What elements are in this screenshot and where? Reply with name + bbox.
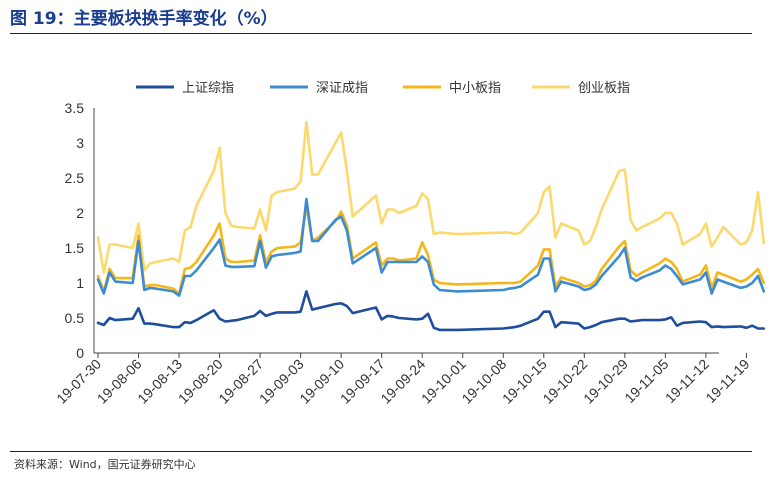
x-axis: 19-07-3019-08-0619-08-1319-08-2019-08-27… <box>53 352 753 407</box>
x-tick-label: 19-11-12 <box>662 356 712 406</box>
turnover-line-chart: 上证综指 深证成指 中小板指 创业板指 0 0.5 1 1.5 2 2.5 3 3.5 19-07-… <box>53 81 766 407</box>
x-tick-label: 19-10-29 <box>580 356 631 407</box>
y-tick-label: 3.5 <box>65 100 85 116</box>
series-line <box>96 120 766 274</box>
y-tick-label: 0.5 <box>65 310 85 326</box>
legend-label: 上证综指 <box>182 81 234 96</box>
chart-legend: 上证综指 深证成指 中小板指 创业板指 <box>136 81 630 96</box>
bottom-divider <box>10 451 752 452</box>
chart-title: 图 19：主要板块换手率变化（%） <box>10 9 278 29</box>
series-line <box>96 197 766 297</box>
x-tick-label: 19-11-05 <box>621 356 671 406</box>
legend-label: 深证成指 <box>316 81 368 96</box>
y-tick-label: 0 <box>76 345 84 361</box>
x-tick-label: 19-11-19 <box>702 356 752 406</box>
legend-label: 创业板指 <box>578 81 630 96</box>
y-tick-label: 1 <box>76 275 84 291</box>
series-lines <box>96 120 766 332</box>
y-tick-label: 1.5 <box>65 240 85 256</box>
y-tick-label: 2.5 <box>65 170 85 186</box>
series-line <box>96 290 766 332</box>
series-line <box>96 204 766 295</box>
legend-label: 中小板指 <box>449 81 501 96</box>
y-tick-label: 2 <box>76 205 84 221</box>
y-axis: 0 0.5 1 1.5 2 2.5 3 3.5 <box>65 100 95 361</box>
source-note: 资料来源：Wind，国元证券研究中心 <box>14 458 196 471</box>
top-divider <box>10 33 752 34</box>
y-tick-label: 3 <box>76 135 84 151</box>
